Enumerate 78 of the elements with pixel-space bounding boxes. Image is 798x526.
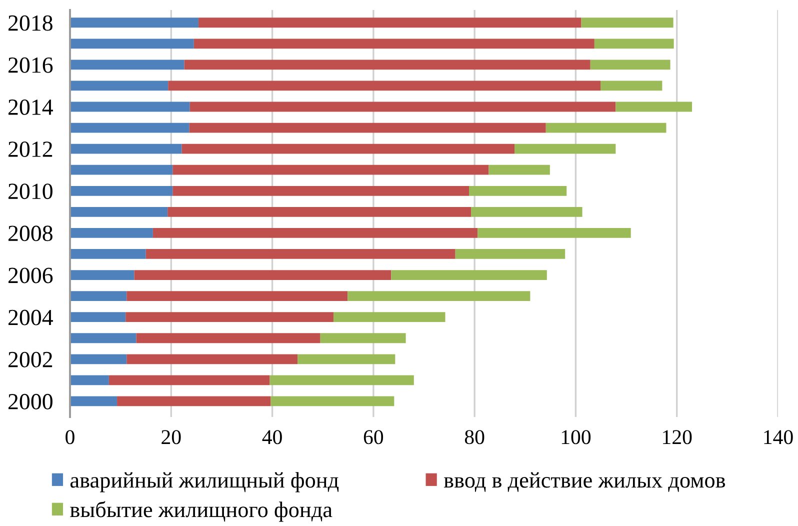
- x-tick-label: 80: [464, 430, 484, 444]
- bar: [134, 270, 392, 280]
- bar: [126, 312, 334, 322]
- bar: [70, 186, 173, 196]
- bar: [333, 312, 446, 322]
- bar: [70, 38, 194, 49]
- y-tick-label: 2018: [8, 15, 52, 31]
- bar: [70, 312, 126, 322]
- bar: [198, 18, 582, 28]
- bar: [594, 38, 674, 49]
- bar: [70, 164, 173, 175]
- bar: [182, 144, 515, 154]
- bar: [117, 396, 271, 406]
- y-tick-label: 2008: [8, 226, 52, 242]
- y-tick-label: 2012: [8, 142, 52, 157]
- bar: [184, 60, 590, 70]
- bar: [189, 122, 546, 133]
- bar: [70, 122, 190, 133]
- bar: [581, 18, 674, 28]
- x-tick-label: 40: [262, 430, 282, 444]
- bar: [70, 18, 198, 28]
- bar: [70, 206, 168, 217]
- bar: [172, 164, 489, 175]
- bar: [70, 354, 127, 364]
- bar: [136, 333, 320, 344]
- legend-label: ввод в действие жилых домов: [444, 472, 726, 492]
- y-tick-label: 2016: [8, 57, 53, 73]
- bar: [194, 38, 594, 49]
- bar: [600, 80, 662, 91]
- bar: [270, 396, 394, 406]
- bar: [70, 228, 153, 238]
- x-tick-label: 0: [66, 430, 74, 444]
- bar: [348, 291, 530, 301]
- bar: [298, 354, 396, 364]
- y-tick-label: 2014: [8, 99, 53, 115]
- bar: [146, 249, 456, 259]
- y-tick-label: 2000: [8, 394, 52, 410]
- bar: [126, 354, 298, 364]
- bar: [270, 375, 414, 386]
- bar: [70, 333, 136, 344]
- y-tick-label: 2004: [8, 310, 53, 326]
- bar: [172, 186, 470, 196]
- bar: [488, 164, 550, 175]
- bar: [320, 333, 406, 344]
- bar: [70, 291, 127, 301]
- y-tick-label: 2002: [8, 352, 52, 368]
- bar: [168, 80, 600, 91]
- y-tick-label: 2010: [8, 184, 52, 200]
- bar: [152, 228, 478, 238]
- y-tick-label: 2006: [8, 268, 53, 284]
- legend-label: выбытие жилищного фонда: [70, 501, 332, 522]
- bar: [471, 206, 582, 217]
- x-tick-label: 100: [562, 430, 591, 444]
- x-tick-label: 140: [764, 430, 793, 444]
- bar: [391, 270, 547, 280]
- bar: [70, 60, 184, 70]
- x-tick-label: 120: [663, 430, 692, 444]
- bar: [70, 396, 118, 406]
- bar: [190, 102, 616, 112]
- x-tick-label: 60: [364, 430, 384, 444]
- bar: [108, 375, 270, 386]
- bar: [546, 122, 666, 133]
- bar: [70, 249, 146, 259]
- bar: [478, 228, 631, 238]
- legend-label: аварийный жилищный фонд: [70, 472, 339, 492]
- bar: [126, 291, 348, 301]
- bar: [514, 144, 616, 154]
- bar: [590, 60, 670, 70]
- bar: [70, 144, 182, 154]
- bar: [70, 102, 190, 112]
- bar: [469, 186, 567, 196]
- bar: [455, 249, 566, 259]
- bar: [70, 270, 134, 280]
- bar: [616, 102, 692, 112]
- bar: [70, 80, 168, 91]
- bar: [70, 375, 109, 386]
- bar: [168, 206, 472, 217]
- x-tick-label: 20: [162, 430, 181, 444]
